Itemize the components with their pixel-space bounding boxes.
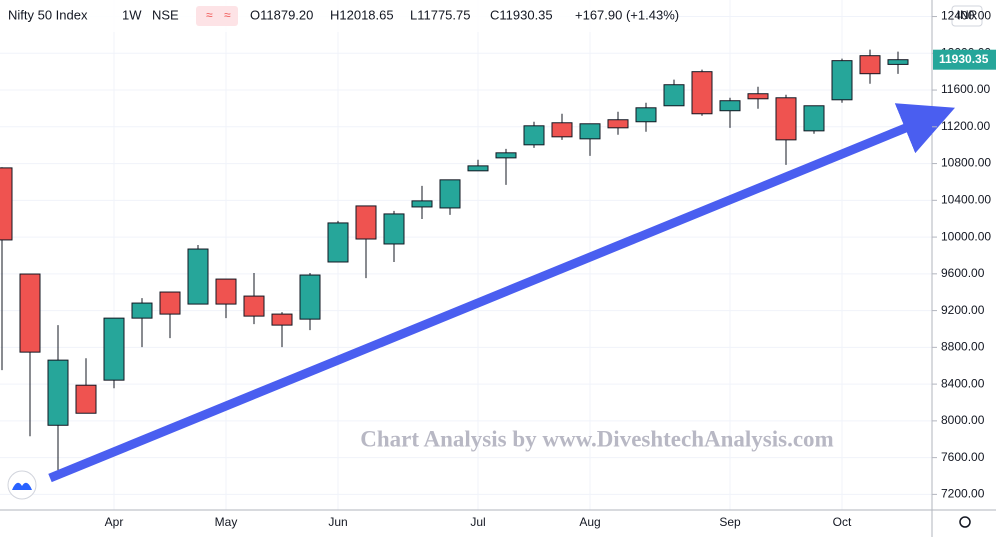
trend-arrow — [48, 103, 955, 483]
interval: 1W — [122, 7, 142, 22]
x-tick-label: Oct — [833, 515, 852, 529]
settings[interactable] — [959, 516, 971, 528]
candle-body — [19, 273, 41, 353]
candle-body — [271, 313, 293, 326]
y-tick-label: 9200.00 — [941, 303, 985, 317]
candle-body — [803, 105, 825, 132]
candle-body — [0, 167, 13, 241]
candle-body — [607, 119, 629, 129]
candle-body — [159, 291, 181, 315]
candle-body — [75, 384, 97, 414]
y-tick-label: 12400.00 — [941, 9, 991, 23]
candle-body — [411, 200, 433, 208]
candle-body — [775, 97, 797, 141]
icon: ≈ — [224, 8, 231, 22]
x-tick-label: Aug — [579, 515, 600, 529]
candle-body — [635, 107, 657, 123]
ohlc-value: O11879.20 — [250, 7, 313, 22]
y-tick-label: 10000.00 — [941, 229, 991, 243]
candles — [0, 49, 909, 471]
y-tick-label: 10800.00 — [941, 156, 991, 170]
candle-body — [299, 274, 321, 320]
candle-body — [551, 122, 573, 138]
currency-box — [951, 5, 983, 27]
candle-body — [103, 317, 125, 381]
exchange: NSE — [152, 7, 179, 22]
y-tick-label: 8800.00 — [941, 340, 985, 354]
logo[interactable] — [7, 470, 37, 500]
ohlc-value: +167.90 (+1.43%) — [575, 7, 679, 22]
x-tick-label: Apr — [105, 515, 124, 529]
candle-body — [523, 125, 545, 146]
header-bg — [0, 0, 640, 32]
last-price-box — [933, 49, 996, 70]
x-tick-label: May — [215, 515, 238, 529]
watermark: Chart Analysis by www.DiveshtechAnalysis… — [360, 426, 833, 451]
candle-body — [327, 222, 349, 263]
y-tick-label: 8400.00 — [941, 376, 985, 390]
candle-body — [831, 60, 853, 101]
candle-body — [887, 59, 909, 65]
logo-icon — [12, 482, 32, 490]
y-tick-label: 11200.00 — [941, 119, 990, 133]
candle-body — [439, 179, 461, 209]
symbol: Nifty 50 Index — [8, 7, 88, 22]
x-tick-label: Jun — [328, 515, 347, 529]
y-tick-label: 10400.00 — [941, 192, 991, 206]
currency: INR — [957, 8, 978, 22]
ohlc-value: C11930.35 — [490, 7, 553, 22]
candle-body — [859, 55, 881, 75]
last-price-label: 11930.35 — [939, 52, 989, 66]
candle-body — [243, 295, 265, 317]
y-tick-label: 7600.00 — [941, 450, 985, 464]
candle-body — [131, 302, 153, 319]
candle-body — [663, 84, 685, 107]
candle-body — [355, 205, 377, 240]
icon: ≈ — [206, 8, 213, 22]
ohlc-value: L11775.75 — [410, 7, 471, 22]
candle-body — [579, 123, 601, 140]
candle-body — [215, 278, 237, 305]
y-tick-label: 8000.00 — [941, 413, 985, 427]
candle-body — [691, 71, 713, 115]
candle-body — [47, 359, 69, 426]
candle-body — [747, 93, 769, 100]
y-tick-label: 9600.00 — [941, 266, 985, 280]
x-tick-label: Jul — [470, 515, 485, 529]
indicator-toggle[interactable] — [196, 6, 238, 26]
ohlc-value: H12018.65 — [330, 7, 394, 22]
candle-body — [187, 248, 209, 305]
candle-body — [719, 100, 741, 112]
candle-body — [383, 213, 405, 245]
candle-body — [495, 152, 517, 159]
candle-body — [467, 165, 489, 172]
y-tick-label: 7200.00 — [941, 487, 985, 501]
x-tick-label: Sep — [719, 515, 741, 529]
y-tick-label: 11600.00 — [941, 82, 990, 96]
ohlc-legend: O11879.20 H12018.65 L11775.75 C11930.35 +167… — [250, 7, 679, 22]
